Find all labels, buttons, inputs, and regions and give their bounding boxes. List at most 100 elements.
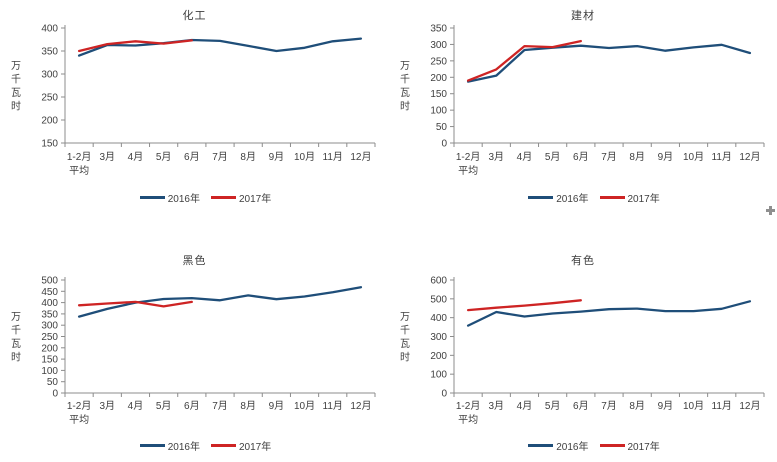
legend-label: 2017年	[627, 194, 660, 205]
x-tick-label: 11月	[323, 151, 343, 163]
x-tick-label: 10月	[683, 151, 704, 163]
x-tick-label: 7月	[212, 400, 228, 412]
legend-label: 2017年	[239, 442, 272, 453]
y-tick-label: 200	[41, 343, 58, 354]
chart-building-materials[interactable]: 建材 0 50 100 150 200 250 300 350 1-2月 平均 3月 4月 5月 6月 7月…	[389, 0, 777, 231]
chart-legend: 2016年 2017年	[389, 438, 777, 453]
y-tick-label: 200	[41, 116, 58, 127]
legend-line-swatch	[528, 444, 554, 447]
x-tick-label: 9月	[269, 400, 285, 412]
y-tick-label: 600	[430, 276, 447, 287]
y-tick-label: 0	[52, 389, 58, 400]
y-tick-label: 400	[41, 24, 58, 35]
x-tick-label: 平均	[458, 414, 478, 426]
series-line-2016年	[466, 300, 752, 327]
series-line-2017年	[77, 39, 193, 53]
legend-item-2016: 2016年	[139, 190, 200, 205]
x-tick-label: 3月	[488, 151, 504, 163]
y-tick-label: 50	[47, 377, 59, 388]
x-tick-label: 11月	[712, 151, 732, 163]
x-tick-label: 12月	[739, 151, 760, 163]
y-axis-title-char: 千	[11, 73, 21, 85]
x-tick-label: 6月	[573, 400, 589, 412]
x-tick-label: 平均	[458, 165, 478, 177]
y-axis-title-char: 瓦	[400, 339, 410, 350]
x-tick-label: 1-2月	[456, 151, 480, 163]
y-tick-label: 400	[41, 298, 58, 309]
legend-label: 2017年	[627, 442, 660, 453]
x-tick-label: 12月	[739, 400, 760, 412]
y-axis-title-char: 瓦	[11, 339, 21, 350]
x-tick-label: 10月	[683, 400, 704, 412]
x-tick-label: 9月	[658, 400, 674, 412]
y-axis-title-char: 万	[400, 61, 410, 72]
y-tick-label: 300	[41, 70, 58, 81]
legend-item-2017: 2017年	[211, 190, 271, 205]
chart-nonferrous-metals[interactable]: 有色 0 100 200 300 400 500 600 1-2月 平均 3月 4月 5月 6月 7月 8月…	[389, 231, 777, 462]
y-tick-label: 250	[41, 93, 58, 104]
y-axis-title-char: 万	[11, 61, 21, 72]
x-tick-label: 4月	[517, 400, 533, 412]
y-tick-label: 300	[430, 40, 447, 51]
series-line-2017年	[466, 299, 582, 312]
y-tick-label: 250	[41, 332, 58, 343]
series-line-2016年	[77, 286, 363, 318]
x-tick-label: 5月	[545, 151, 561, 163]
legend-label: 2016年	[556, 194, 589, 205]
x-tick-label: 9月	[658, 151, 674, 163]
x-tick-label: 3月	[488, 400, 504, 412]
y-axis-title-char: 时	[11, 351, 21, 363]
y-tick-label: 500	[430, 294, 447, 305]
y-tick-label: 100	[430, 106, 447, 117]
x-tick-label: 12月	[350, 151, 371, 163]
series-line-2016年	[466, 43, 752, 83]
series-line-2017年	[77, 300, 193, 308]
y-tick-label: 150	[430, 89, 447, 100]
x-tick-label: 7月	[212, 151, 228, 163]
legend-item-2016: 2016年	[528, 190, 589, 205]
x-tick-label: 7月	[601, 400, 617, 412]
x-tick-label: 8月	[240, 400, 256, 412]
y-axis-title-char: 千	[400, 324, 410, 336]
x-tick-label: 3月	[99, 151, 115, 163]
x-tick-label: 1-2月	[456, 400, 480, 412]
x-tick-label: 8月	[629, 151, 645, 163]
legend-label: 2016年	[556, 442, 589, 453]
y-axis-title-char: 千	[11, 324, 21, 336]
x-tick-label: 8月	[629, 400, 645, 412]
legend-item-2017: 2017年	[599, 190, 660, 205]
x-tick-label: 7月	[601, 151, 617, 163]
x-tick-label: 平均	[69, 165, 89, 177]
chart-title: 有色	[571, 255, 595, 267]
legend-label: 2016年	[167, 194, 200, 205]
x-tick-label: 6月	[184, 400, 200, 412]
chart-chemical[interactable]: 化工 150 200 250 300 350 400 1-2月 平均 3月 4月 5月 6月 7月 8月 9…	[0, 0, 389, 231]
chart-legend: 2016年 2017年	[0, 438, 389, 453]
y-tick-label: 300	[41, 321, 58, 332]
y-axis-title-char: 万	[400, 312, 410, 323]
y-tick-label: 300	[430, 332, 447, 343]
y-tick-label: 350	[41, 309, 58, 320]
y-tick-label: 100	[430, 370, 447, 381]
x-tick-label: 12月	[350, 400, 371, 412]
x-tick-label: 11月	[323, 400, 343, 412]
y-tick-label: 200	[430, 73, 447, 84]
x-tick-label: 1-2月	[67, 400, 91, 412]
x-tick-label: 5月	[156, 400, 172, 412]
y-tick-label: 250	[430, 56, 447, 67]
x-tick-label: 6月	[184, 151, 200, 163]
chart-title: 化工	[182, 10, 207, 22]
y-tick-label: 150	[41, 139, 58, 150]
chart-ferrous-metals[interactable]: 黑色 0 50 100 150 200 250 300 350 400 450 500 1-2月 平均 3…	[0, 231, 389, 462]
x-tick-label: 8月	[240, 151, 256, 163]
y-tick-label: 350	[41, 47, 58, 58]
legend-item-2017: 2017年	[211, 438, 271, 453]
series-line-2017年	[466, 39, 582, 82]
y-axis-title-char: 瓦	[400, 88, 410, 99]
y-axis-title-char: 时	[400, 100, 410, 112]
chart-title: 黑色	[182, 255, 207, 267]
